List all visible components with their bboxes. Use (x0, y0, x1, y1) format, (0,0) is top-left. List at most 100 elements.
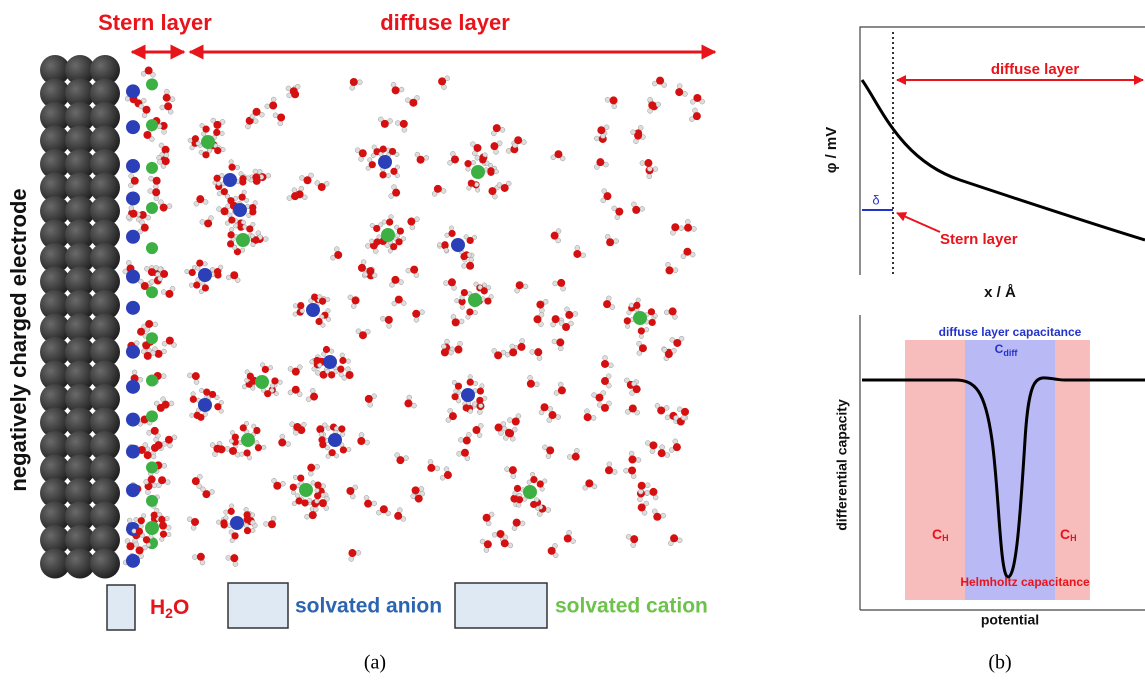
oxygen (293, 423, 302, 432)
hydrogen (646, 173, 653, 180)
hydrogen (246, 212, 252, 218)
hydrogen (454, 298, 460, 304)
hydrogen (678, 335, 685, 342)
hydrogen (603, 124, 610, 131)
hydrogen (291, 187, 298, 193)
diffuse-label: diffuse layer (991, 61, 1080, 78)
oxygen (600, 403, 609, 412)
hydrogen (511, 426, 518, 433)
hydrogen (516, 502, 522, 508)
hydrogen (680, 253, 687, 259)
anion (323, 355, 337, 369)
hydrogen (609, 304, 616, 310)
electrode-atom (90, 55, 120, 85)
hydrogen (388, 193, 394, 199)
oxygen (628, 455, 637, 464)
oxygen (144, 66, 153, 75)
hydrogen (600, 133, 606, 139)
hydrogen (189, 412, 195, 418)
hydrogen (140, 71, 147, 77)
hydrogen (279, 433, 286, 440)
axes (859, 26, 1145, 275)
oxygen (338, 425, 346, 433)
legend-water: H2O (150, 596, 189, 621)
oxygen (246, 372, 254, 380)
hydrogen (493, 149, 499, 155)
oxygen (261, 365, 269, 374)
oxygen (480, 287, 488, 295)
hydrogen (250, 242, 256, 248)
electrode-atom (90, 290, 120, 320)
hydrogen (340, 431, 346, 437)
oxygen (648, 101, 657, 110)
hydrogen (606, 382, 612, 389)
oxygen (392, 188, 401, 197)
oxygen (414, 494, 423, 503)
hydrogen (400, 516, 407, 522)
hydrogen (144, 266, 150, 272)
oxygen (500, 183, 509, 192)
cation (255, 375, 269, 389)
hydrogen (323, 180, 330, 187)
hydrogen (493, 169, 499, 175)
text: diff (1003, 348, 1018, 358)
hydrogen (405, 267, 412, 274)
oxygen (388, 147, 397, 156)
oxygen (506, 429, 515, 438)
hydrogen (228, 159, 234, 165)
hydrogen (635, 297, 641, 303)
hydrogen (271, 477, 277, 484)
hydrogen (218, 264, 224, 270)
hydrogen (323, 505, 329, 511)
electrode-atom (40, 501, 70, 532)
hydrogen (644, 490, 651, 496)
electrode-atom (90, 196, 120, 226)
hydrogen (348, 556, 355, 562)
oxygen (135, 546, 144, 555)
hydrogen (355, 550, 362, 556)
oxygen (220, 188, 228, 196)
hydrogen (378, 222, 384, 228)
oxygen (390, 167, 398, 175)
oxygen (142, 105, 151, 114)
hydrogen (443, 280, 449, 286)
hydrogen (602, 355, 608, 361)
cation (146, 78, 158, 91)
oxygen (303, 176, 312, 185)
anion (126, 300, 140, 315)
hydrogen (552, 543, 558, 549)
oxygen (322, 345, 331, 354)
hydrogen (487, 162, 493, 168)
hydrogen (202, 261, 208, 267)
oxygen (161, 400, 170, 409)
hydrogen (234, 277, 241, 283)
hydrogen (338, 372, 344, 378)
oxygen (264, 390, 272, 398)
oxygen (158, 515, 166, 524)
electrode-atom (90, 266, 120, 297)
electrode-atom (40, 337, 70, 367)
hydrogen (243, 507, 249, 513)
hydrogen (346, 447, 352, 453)
electrode-atom (40, 125, 70, 156)
hydrogen (690, 99, 696, 105)
hydrogen (309, 359, 315, 365)
oxygen (339, 446, 347, 454)
electrode-atom (90, 243, 120, 273)
electrode-atom (90, 384, 120, 414)
hydrogen (591, 483, 598, 490)
hydrogen (456, 451, 462, 457)
oxygen (668, 307, 677, 316)
oxygen (316, 425, 325, 434)
hydrogen (437, 242, 443, 248)
hydrogen (652, 166, 659, 172)
hydrogen (149, 136, 155, 142)
hydrogen (318, 432, 324, 438)
electrode-atom (40, 525, 70, 555)
diffuse-cap-label: diffuse layer capacitance (939, 325, 1082, 339)
oxygen (334, 250, 343, 259)
oxygen (508, 466, 517, 475)
hydrogen (157, 266, 164, 272)
hydrogen (184, 268, 190, 274)
oxygen (273, 481, 282, 490)
